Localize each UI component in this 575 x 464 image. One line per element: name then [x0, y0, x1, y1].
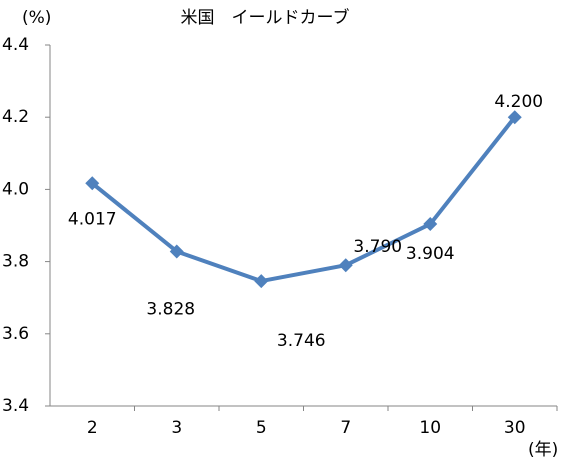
x-tick-label: 10	[419, 418, 441, 438]
data-label: 3.746	[277, 331, 326, 351]
x-tick-label: 2	[87, 418, 98, 438]
data-point	[254, 274, 269, 289]
data-point	[338, 258, 353, 273]
y-tick-label: 3.6	[2, 324, 29, 344]
x-tick-label: 7	[340, 418, 351, 438]
y-tick-label: 4.0	[2, 179, 29, 199]
chart-title: 米国 イールドカーブ	[181, 7, 350, 28]
x-axis-unit: (年)	[528, 440, 558, 460]
data-point	[423, 217, 438, 232]
data-label: 3.904	[406, 244, 455, 264]
data-point	[507, 110, 522, 125]
data-point	[85, 176, 100, 191]
data-label: 4.200	[494, 92, 543, 112]
x-tick-label: 5	[256, 418, 267, 438]
x-tick-label: 30	[504, 418, 526, 438]
data-label: 3.828	[146, 299, 195, 319]
data-point	[169, 244, 184, 259]
series-line	[90, 115, 517, 284]
y-tick-label: 3.4	[2, 396, 29, 416]
y-tick-label: 4.2	[2, 107, 29, 127]
data-label: 3.790	[353, 237, 402, 257]
y-tick-label: 4.4	[2, 35, 29, 55]
data-label: 4.017	[68, 209, 117, 229]
y-tick-label: 3.8	[2, 252, 29, 272]
y-axis-unit: (%)	[22, 8, 51, 28]
x-tick-label: 3	[171, 418, 182, 438]
